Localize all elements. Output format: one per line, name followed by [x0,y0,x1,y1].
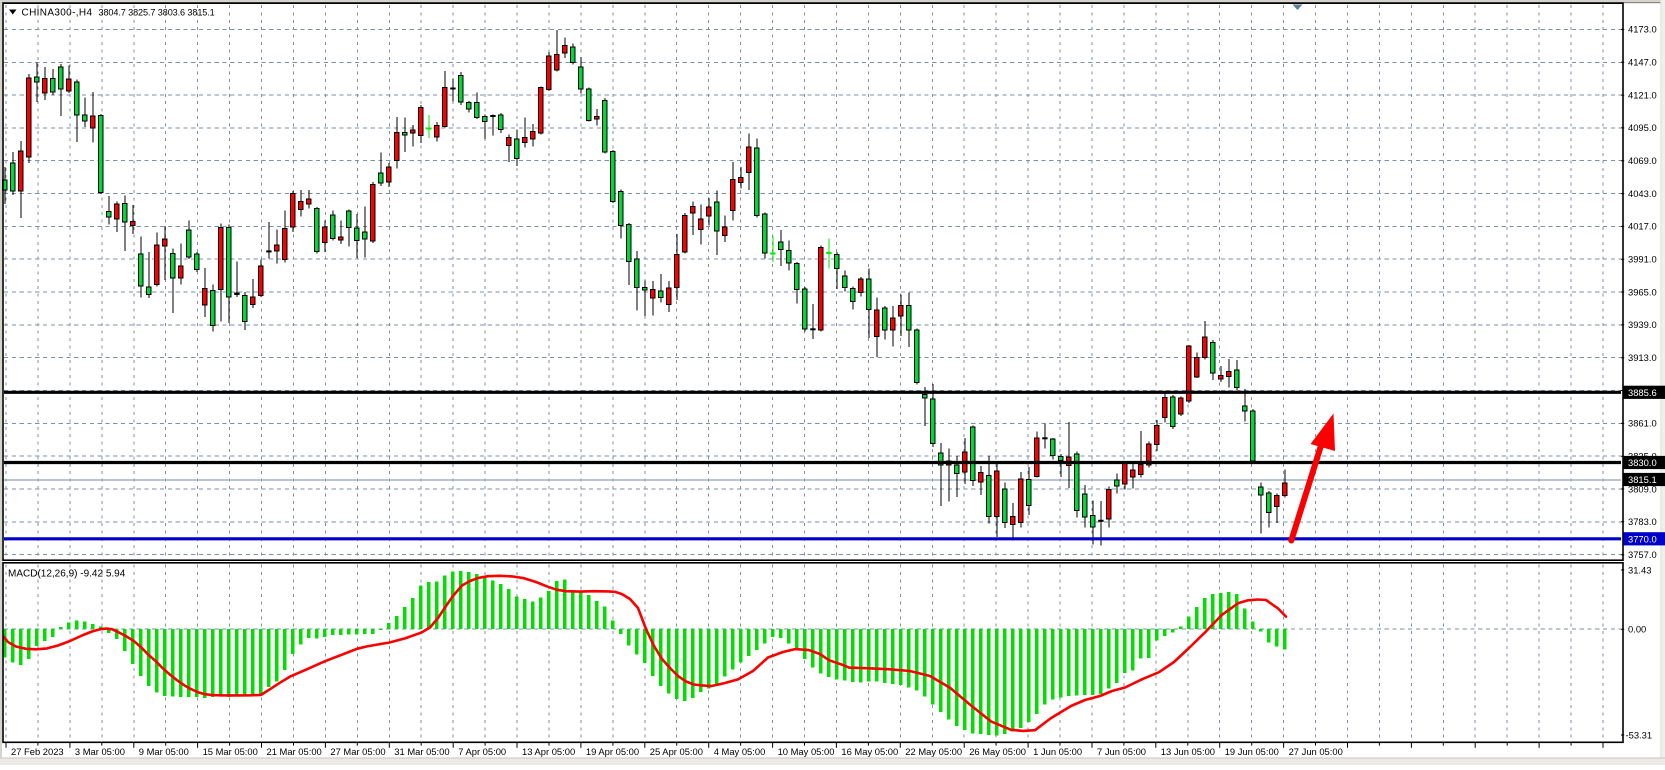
svg-text:4 May 05:00: 4 May 05:00 [714,746,766,757]
svg-text:21 Mar 05:00: 21 Mar 05:00 [267,746,322,757]
svg-text:3770.0: 3770.0 [1628,533,1657,544]
svg-text:19 Apr 05:00: 19 Apr 05:00 [586,746,639,757]
svg-text:9 Mar 05:00: 9 Mar 05:00 [139,746,189,757]
svg-text:4095.0: 4095.0 [1628,122,1657,133]
svg-text:0.00: 0.00 [1628,624,1646,635]
svg-text:3885.6: 3885.6 [1628,387,1657,398]
svg-text:3861.0: 3861.0 [1628,418,1657,429]
svg-text:3757.0: 3757.0 [1628,549,1657,560]
svg-text:1 Jun 05:00: 1 Jun 05:00 [1033,746,1082,757]
svg-text:4147.0: 4147.0 [1628,57,1657,68]
svg-text:MACD(12,26,9) -9.42 5.94: MACD(12,26,9) -9.42 5.94 [8,569,126,580]
svg-text:3815.1: 3815.1 [1628,474,1657,485]
svg-text:4121.0: 4121.0 [1628,89,1657,100]
svg-text:10 May 05:00: 10 May 05:00 [778,746,835,757]
svg-text:19 Jun 05:00: 19 Jun 05:00 [1225,746,1279,757]
svg-text:25 Apr 05:00: 25 Apr 05:00 [650,746,703,757]
svg-text:3804.7 3825.7 3803.6 3815.1: 3804.7 3825.7 3803.6 3815.1 [99,8,215,18]
svg-text:3830.0: 3830.0 [1628,457,1657,468]
svg-text:3939.0: 3939.0 [1628,319,1657,330]
svg-text:3 Mar 05:00: 3 Mar 05:00 [75,746,125,757]
svg-text:27 Jun 05:00: 27 Jun 05:00 [1289,746,1343,757]
svg-text:16 May 05:00: 16 May 05:00 [841,746,898,757]
svg-text:3783.0: 3783.0 [1628,516,1657,527]
svg-text:4069.0: 4069.0 [1628,155,1657,166]
svg-text:-53.31: -53.31 [1626,729,1653,740]
svg-text:15 Mar 05:00: 15 Mar 05:00 [203,746,258,757]
svg-text:31.43: 31.43 [1628,564,1651,575]
svg-text:27 Feb 2023: 27 Feb 2023 [11,746,64,757]
svg-text:13 Apr 05:00: 13 Apr 05:00 [522,746,575,757]
svg-text:3965.0: 3965.0 [1628,286,1657,297]
svg-text:4173.0: 4173.0 [1628,24,1657,35]
svg-text:4017.0: 4017.0 [1628,221,1657,232]
svg-text:13 Jun 05:00: 13 Jun 05:00 [1161,746,1215,757]
svg-text:7 Apr 05:00: 7 Apr 05:00 [458,746,506,757]
svg-text:27 Mar 05:00: 27 Mar 05:00 [330,746,385,757]
svg-text:3991.0: 3991.0 [1628,254,1657,265]
svg-text:4043.0: 4043.0 [1628,188,1657,199]
svg-text:31 Mar 05:00: 31 Mar 05:00 [394,746,449,757]
svg-text:7 Jun 05:00: 7 Jun 05:00 [1097,746,1146,757]
svg-text:26 May 05:00: 26 May 05:00 [969,746,1026,757]
svg-text:CHINA300-,H4: CHINA300-,H4 [22,8,93,19]
svg-text:3913.0: 3913.0 [1628,352,1657,363]
svg-text:22 May 05:00: 22 May 05:00 [905,746,962,757]
